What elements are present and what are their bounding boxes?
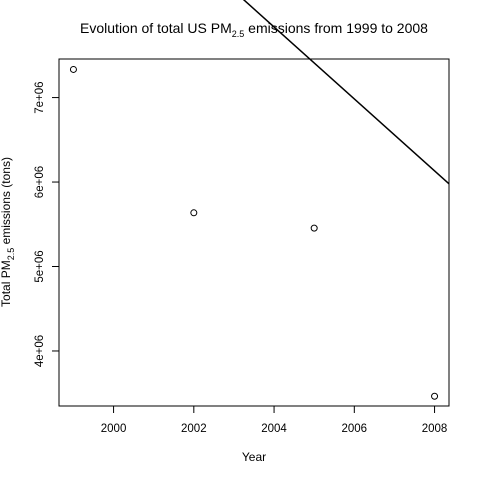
y-tick-label: 7e+06	[34, 81, 46, 113]
x-tick-label: 2008	[422, 423, 448, 435]
x-tick-label: 2000	[101, 423, 127, 435]
y-axis: 4e+06 5e+06 6e+06 7e+06	[34, 81, 60, 367]
y-tick-label: 6e+06	[34, 166, 46, 198]
data-point	[431, 392, 439, 400]
data-point	[69, 65, 77, 73]
x-axis-label: Year	[242, 450, 266, 464]
chart-title: Evolution of total US PM2.5 emissions fr…	[80, 20, 428, 39]
y-tick-label: 4e+06	[34, 335, 46, 367]
data-point	[190, 209, 198, 217]
data-point	[310, 224, 318, 232]
x-axis: 2000 2002 2004 2006 2008	[101, 405, 448, 435]
data-points	[69, 65, 439, 400]
x-tick-label: 2004	[261, 423, 287, 435]
regression-line	[242, 0, 450, 185]
x-tick-label: 2006	[342, 423, 368, 435]
y-tick-label: 5e+06	[34, 250, 46, 282]
x-tick-label: 2002	[181, 423, 207, 435]
y-axis-label: Total PM2.5 emissions (tons)	[0, 157, 16, 307]
